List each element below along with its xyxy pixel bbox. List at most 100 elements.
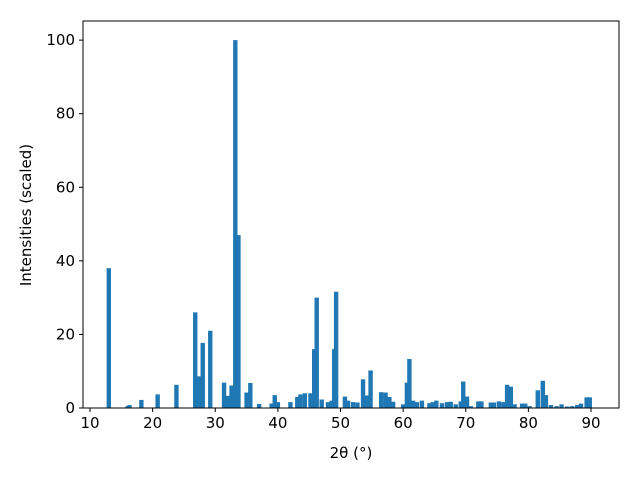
y-tick-label: 60 xyxy=(56,178,75,196)
x-axis-label: 2θ (°) xyxy=(330,444,373,462)
bar xyxy=(584,397,589,408)
bar xyxy=(325,402,331,408)
bar xyxy=(387,396,392,408)
bar xyxy=(333,291,339,408)
bar xyxy=(355,402,360,408)
bar xyxy=(244,392,249,408)
x-tick-label: 40 xyxy=(268,414,287,432)
bar xyxy=(155,394,160,408)
bar xyxy=(554,406,559,408)
y-tick-label: 40 xyxy=(56,252,75,270)
bar xyxy=(540,380,545,408)
bar xyxy=(419,400,425,408)
bar xyxy=(308,393,313,408)
bar xyxy=(269,403,274,408)
bar xyxy=(342,396,348,408)
bar xyxy=(298,394,303,408)
bar xyxy=(400,404,406,408)
bar xyxy=(288,402,293,408)
bar xyxy=(127,405,132,408)
y-tick-label: 0 xyxy=(65,399,75,417)
bar xyxy=(491,402,497,408)
bar xyxy=(488,402,494,408)
bar xyxy=(519,403,525,408)
x-tick-label: 60 xyxy=(394,414,413,432)
bar xyxy=(565,406,570,408)
bar xyxy=(345,400,351,408)
bar xyxy=(479,401,484,408)
plot-frame xyxy=(82,20,620,409)
bar xyxy=(364,395,370,408)
bar xyxy=(275,402,281,408)
y-axis-label: Intensities (scaled) xyxy=(17,144,35,286)
bar xyxy=(427,403,432,408)
bar xyxy=(193,312,198,408)
bar xyxy=(461,381,466,408)
bar xyxy=(295,396,300,408)
bar xyxy=(453,404,458,408)
bar xyxy=(174,384,179,408)
bar xyxy=(587,397,592,408)
bar xyxy=(236,235,241,408)
bar xyxy=(196,376,202,408)
bar xyxy=(575,405,580,408)
bar xyxy=(458,401,463,408)
bar xyxy=(448,401,453,408)
bar xyxy=(314,297,319,408)
y-tick-label: 20 xyxy=(56,325,75,343)
y-tick-label: 100 xyxy=(46,31,75,49)
bar xyxy=(229,385,234,408)
bar xyxy=(559,404,564,408)
y-tick-label: 80 xyxy=(56,105,75,123)
bar xyxy=(476,401,481,408)
bar xyxy=(434,400,439,408)
bar xyxy=(430,402,435,408)
bar xyxy=(414,402,420,408)
bar xyxy=(329,400,334,408)
x-tick-label: 70 xyxy=(456,414,475,432)
bar xyxy=(512,404,517,408)
bar xyxy=(501,402,506,408)
bar xyxy=(548,405,554,408)
bar xyxy=(527,406,532,408)
bar xyxy=(543,395,549,408)
bar xyxy=(439,403,445,408)
bar xyxy=(508,386,514,408)
bar xyxy=(233,40,238,409)
x-tick-label: 30 xyxy=(206,414,225,432)
bar xyxy=(139,399,144,408)
bar xyxy=(570,406,575,408)
bar xyxy=(248,382,253,408)
bar xyxy=(379,392,384,408)
bar xyxy=(444,402,450,408)
bar xyxy=(410,400,416,408)
bar xyxy=(221,382,227,408)
bar xyxy=(272,395,277,408)
x-tick-label: 20 xyxy=(143,414,162,432)
bar xyxy=(319,399,324,408)
bar xyxy=(578,403,584,408)
bar xyxy=(360,379,366,408)
bar xyxy=(504,384,510,408)
bar xyxy=(350,402,356,408)
bar xyxy=(404,382,410,408)
bar xyxy=(312,349,317,408)
bar xyxy=(468,406,473,408)
bar xyxy=(390,401,396,408)
bar xyxy=(523,403,528,408)
bar xyxy=(407,359,412,408)
x-tick-label: 90 xyxy=(581,414,600,432)
bar xyxy=(200,342,205,408)
bar xyxy=(535,390,540,408)
bar xyxy=(368,370,373,408)
x-tick-label: 10 xyxy=(80,414,99,432)
x-tick-label: 80 xyxy=(519,414,538,432)
bar xyxy=(106,268,111,408)
x-tick-label: 50 xyxy=(331,414,350,432)
bar xyxy=(464,396,470,408)
bar xyxy=(302,393,308,408)
bar xyxy=(225,395,230,408)
bar xyxy=(496,401,502,408)
bar xyxy=(383,392,388,408)
